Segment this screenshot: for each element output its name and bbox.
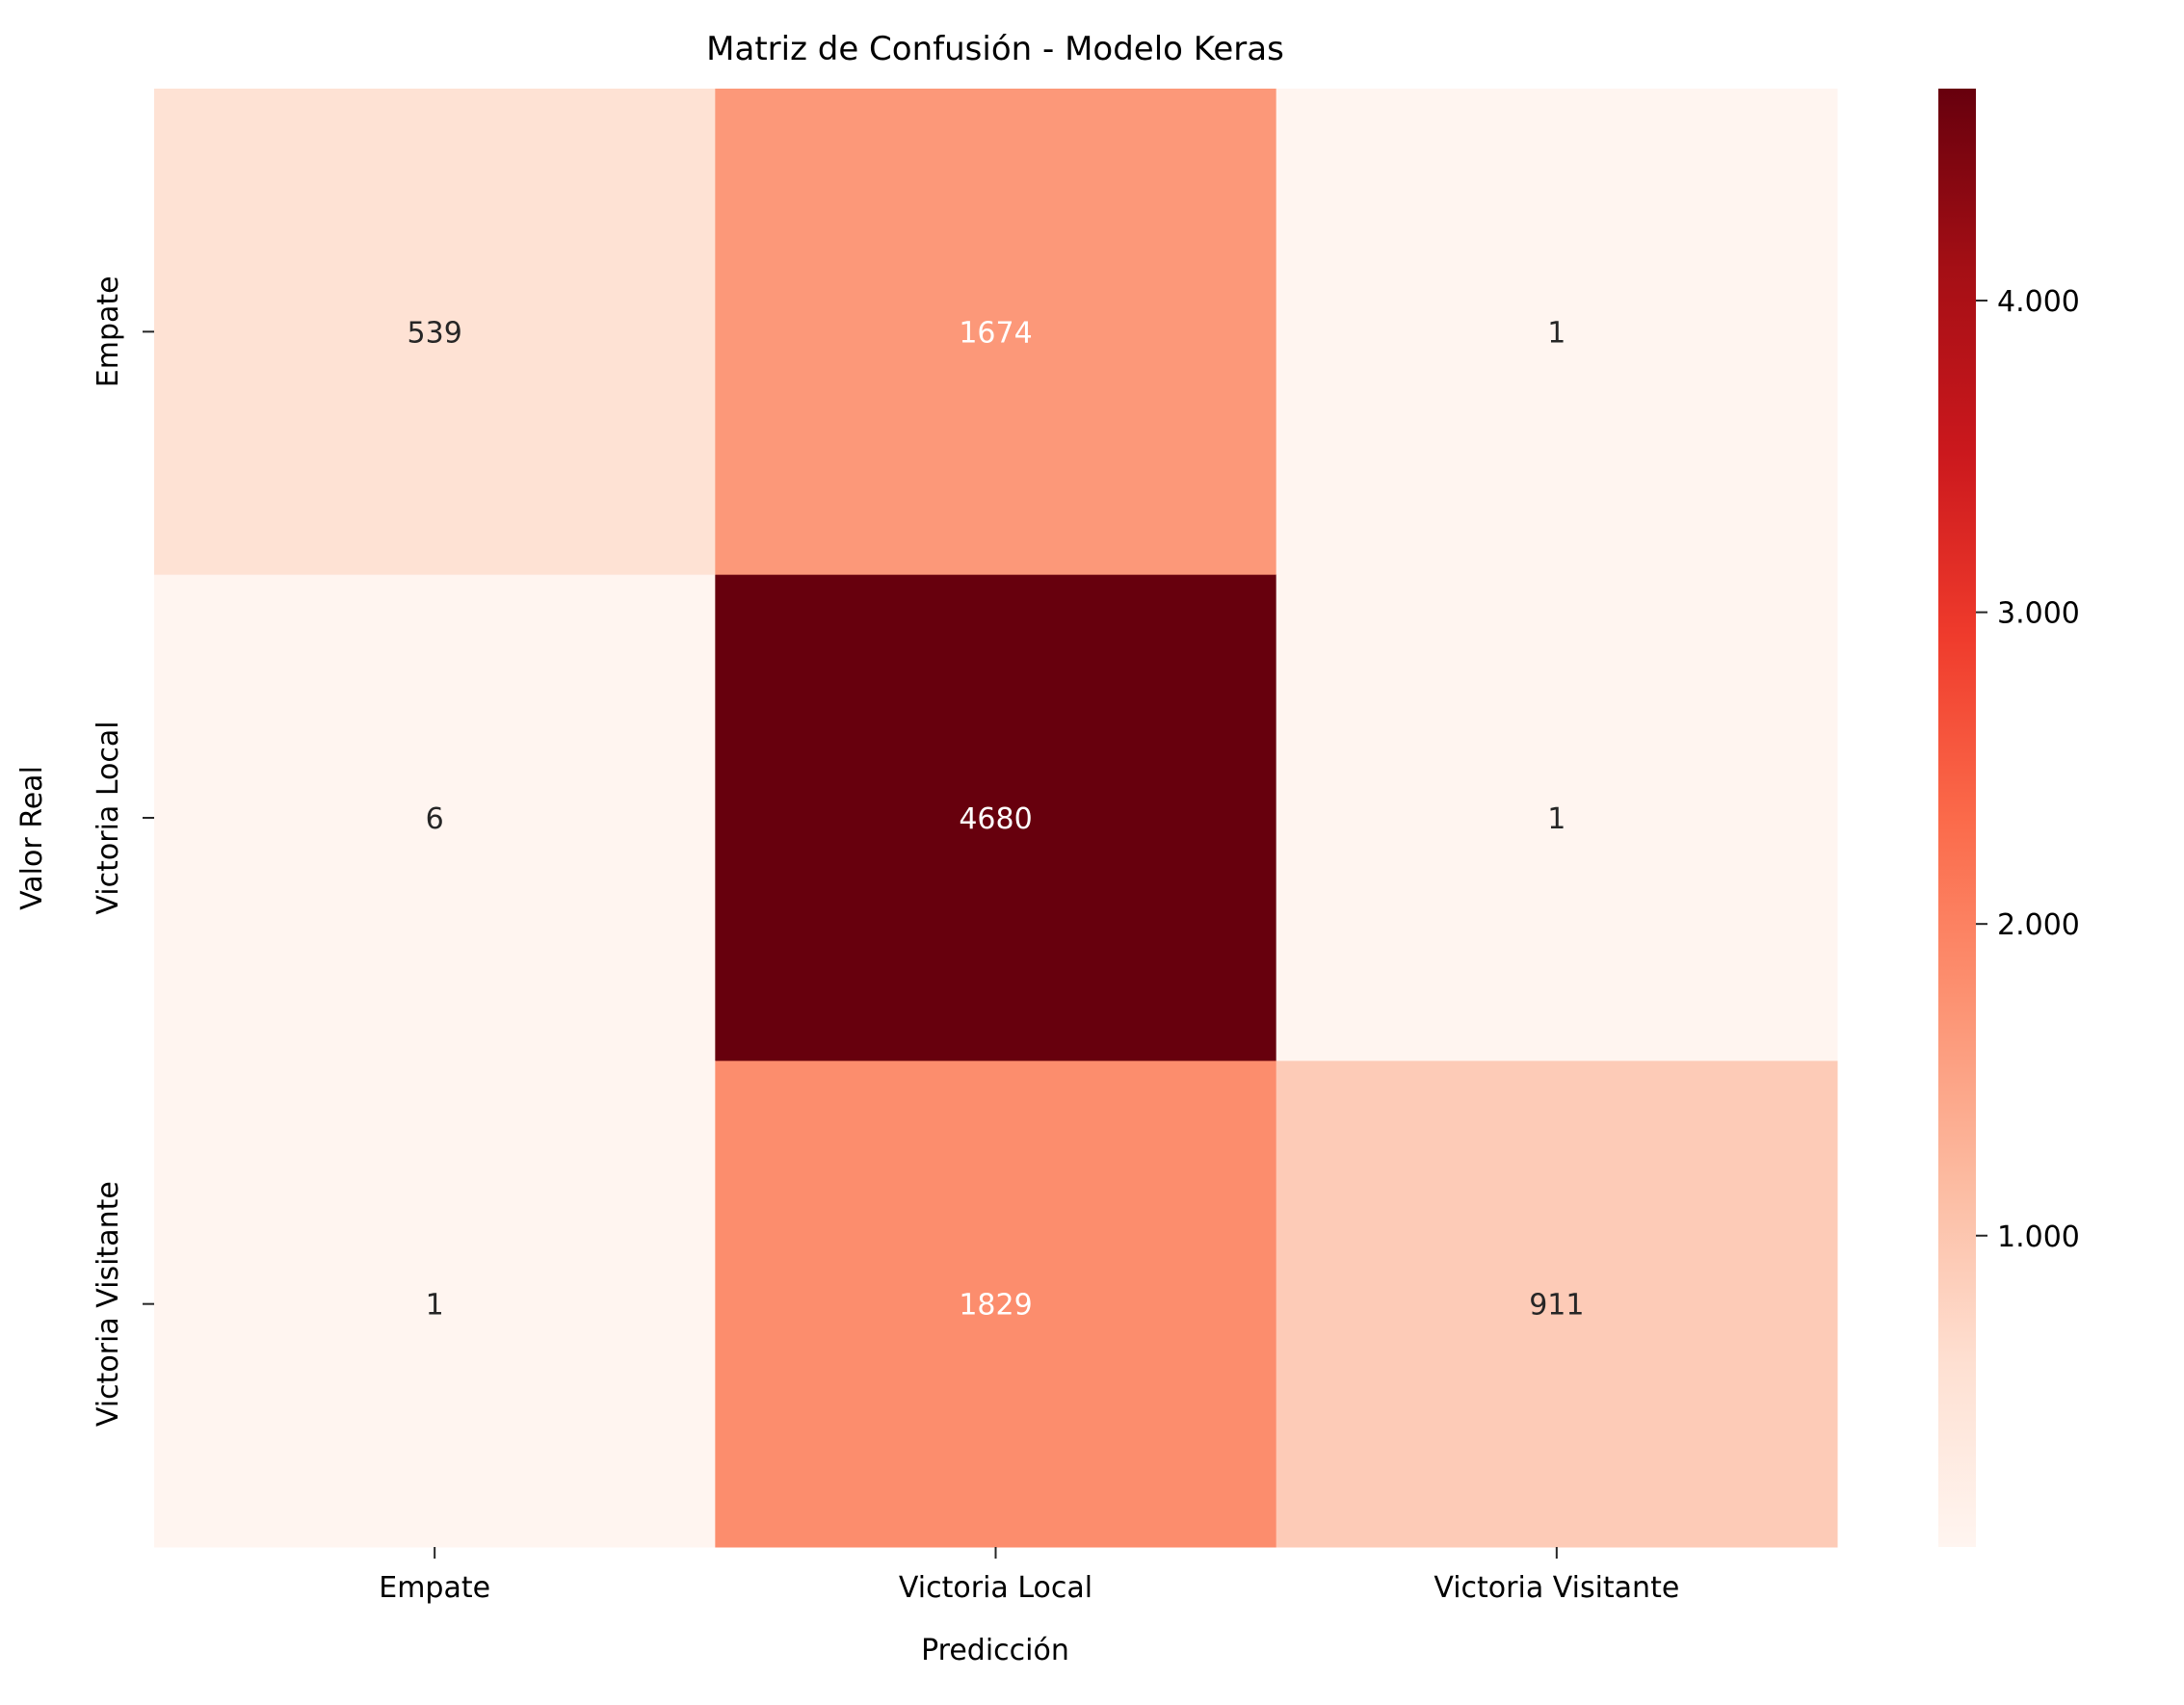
heatmap-cells (154, 89, 1838, 1548)
y-tick-label: Victoria Local (92, 721, 125, 914)
heatmap-cell-r2-c0 (154, 1061, 716, 1548)
cell-value-label: 1674 (959, 316, 1032, 350)
cell-value-label: 1829 (959, 1289, 1032, 1323)
y-tick-label: Victoria Visitante (92, 1181, 125, 1427)
x-axis-label: Predicción (921, 1634, 1069, 1667)
cell-value-label: 1 (426, 1289, 444, 1323)
x-tick-label: Empate (379, 1571, 490, 1605)
y-axis-label: Valor Real (15, 766, 49, 910)
cell-value-label: 911 (1529, 1289, 1584, 1323)
colorbar-tick-label: 1.000 (1997, 1220, 2080, 1254)
cell-value-label: 539 (408, 316, 462, 350)
colorbar-tick-label: 3.000 (1997, 597, 2080, 631)
heatmap-cell-r0-c1 (715, 89, 1277, 576)
y-tick-label: Empate (92, 275, 125, 387)
cell-value-label: 1 (1547, 316, 1566, 350)
colorbar-tick-label: 4.000 (1997, 285, 2080, 319)
heatmap-cell-r2-c2 (1276, 1061, 1838, 1548)
heatmap-cell-r1-c2 (1276, 574, 1838, 1062)
cell-value-label: 6 (426, 802, 444, 836)
colorbar-tick-label: 2.000 (1997, 908, 2080, 942)
x-tick-label: Victoria Local (899, 1571, 1092, 1605)
heatmap-cell-r2-c1 (715, 1061, 1277, 1548)
cell-value-label: 4680 (959, 802, 1032, 836)
x-tick-label: Victoria Visitante (1434, 1571, 1679, 1605)
x-axis: Empate Victoria Local Victoria Visitante (379, 1547, 1679, 1605)
colorbar (1938, 89, 1976, 1547)
chart-title: Matriz de Confusión - Modelo Keras (706, 30, 1284, 68)
cell-value-label: 1 (1547, 802, 1566, 836)
y-axis: Empate Victoria Local Victoria Visitante (92, 275, 154, 1427)
colorbar-ticks: 1.000 2.000 3.000 4.000 (1976, 285, 2080, 1254)
heatmap-cell-labels: 539 1674 1 6 4680 1 1 1829 911 (408, 316, 1585, 1322)
heatmap-cell-r1-c1 (715, 574, 1277, 1062)
heatmap-cell-r0-c0 (154, 89, 716, 576)
heatmap-cell-r1-c0 (154, 574, 716, 1062)
heatmap-cell-r0-c2 (1276, 89, 1838, 576)
